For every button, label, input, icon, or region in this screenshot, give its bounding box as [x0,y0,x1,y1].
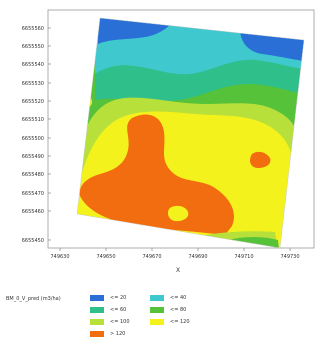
legend-label: <= 40 [170,295,187,301]
zone-gt120-main [79,114,235,235]
x-axis: 749630 749650 749670 749690 749710 74973… [50,248,300,274]
y-tick-label: 6655560 [22,26,44,32]
y-tick-label: 6655500 [22,136,44,142]
zone-gt120-east [250,151,271,168]
x-tick-label: 749650 [96,254,115,260]
y-tick-label: 6655540 [22,62,44,68]
legend-label: <= 60 [110,307,127,313]
y-tick-label: 6655510 [22,117,44,123]
legend-label: <= 120 [170,319,190,325]
legend-swatch [150,295,164,301]
legend-swatch [90,331,104,337]
y-tick-label: 6655520 [22,99,44,105]
map-legend: BM_0_V_pred (m3/ha) <= 20 <= 40 <= 60 <=… [4,290,322,344]
x-tick-label: 749630 [50,254,69,260]
y-axis: 6655560 6655550 6655540 6655530 6655520 … [22,26,51,244]
zone-le120-inner-b [185,155,193,162]
y-tick-label: 6655530 [22,81,44,87]
y-tick-label: 6655460 [22,209,44,215]
plot-frame [47,9,315,249]
legend-swatch [90,295,104,301]
x-tick-label: 749730 [280,254,299,260]
legend-label: <= 80 [170,307,187,313]
x-tick-label: 749670 [142,254,161,260]
y-tick-label: 6655480 [22,172,44,178]
legend-swatch [90,307,104,313]
legend-label: <= 100 [110,319,130,325]
legend-swatch [90,319,104,325]
y-tick-label: 6655470 [22,191,44,197]
legend-title: BM_0_V_pred (m3/ha) [6,296,61,302]
map-plot: 6655560 6655550 6655540 6655530 6655520 … [22,9,315,274]
legend-label: <= 20 [110,295,127,301]
field-boundary [76,17,305,249]
legend-swatch [150,319,164,325]
x-tick-label: 749690 [188,254,207,260]
legend-swatch [150,307,164,313]
x-axis-label: X [176,267,180,274]
y-tick-label: 6655550 [22,44,44,50]
field-surface [77,18,304,248]
x-tick-label: 749710 [234,254,253,260]
y-tick-label: 6655450 [22,238,44,244]
y-tick-label: 6655490 [22,154,44,160]
zone-le120-inner-a [167,205,189,222]
legend-label: > 120 [110,331,126,337]
